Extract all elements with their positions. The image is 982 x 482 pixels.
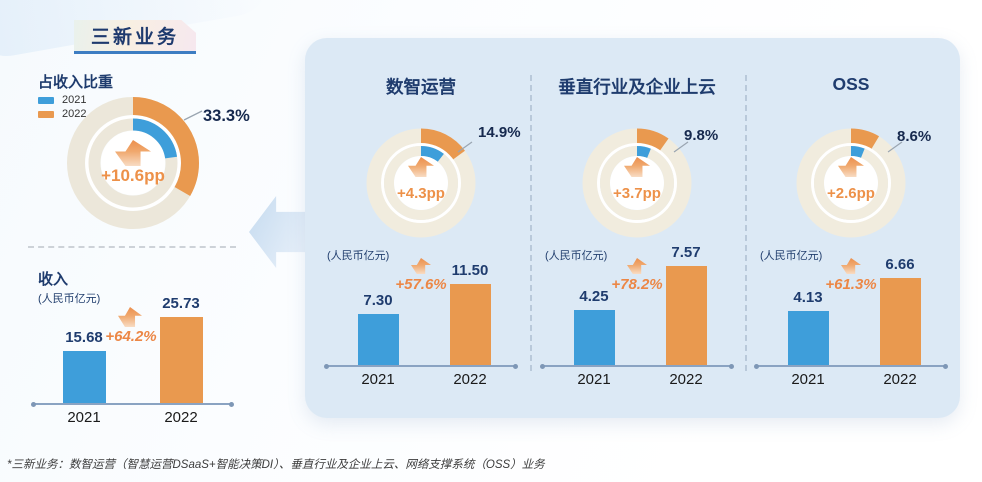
growth-label-1: +78.2% <box>611 276 663 293</box>
bar-2021 <box>62 351 106 404</box>
x-axis <box>754 363 948 369</box>
column-divider <box>745 75 747 371</box>
column-title-2: OSS <box>832 74 870 94</box>
business-panel: 数智运营 +4.3pp 14.9% (人民币亿元) 7.30 11.50 +57… <box>305 38 960 418</box>
bar-2022 <box>665 266 707 366</box>
bar-value-2021: 7.30 <box>363 292 393 309</box>
growth-label-2: +61.3% <box>825 276 877 293</box>
unit-label-2: (人民币亿元) <box>760 250 823 262</box>
share-delta-label: +10.6pp <box>101 166 165 185</box>
bar-value-2021: 15.68 <box>65 329 103 346</box>
x-axis <box>31 401 234 407</box>
bar-group-2021: 15.68 <box>39 329 129 404</box>
bar-2021 <box>573 310 615 366</box>
section-divider <box>28 246 236 248</box>
year-label-2022: 2022 <box>453 371 487 388</box>
year-label-2021: 2021 <box>791 371 825 388</box>
donut-chart-1 <box>582 128 692 238</box>
bar-group-2022: 25.73 <box>136 295 226 404</box>
arc-2022 <box>366 128 476 238</box>
share-donut-chart <box>67 97 203 229</box>
donut-chart-2 <box>796 128 906 238</box>
share-arc-2022 <box>67 97 199 229</box>
arc-2021 <box>814 146 888 220</box>
callout-line <box>887 141 903 153</box>
unit-label-0: (人民币亿元) <box>327 250 390 262</box>
legend: 2021 2022 <box>38 93 86 121</box>
share-heading: 占收入比重 <box>38 74 114 91</box>
share-pct-label: 33.3% <box>203 107 250 125</box>
bar-group-2021: 7.30 <box>333 292 423 366</box>
bar-group-2021: 4.13 <box>763 289 853 366</box>
arc-2022 <box>796 128 906 238</box>
bar-group-2022: 7.57 <box>641 244 731 366</box>
callout-line <box>183 110 203 121</box>
bar-2022 <box>159 317 203 404</box>
bar-value-2022: 6.66 <box>885 256 915 273</box>
bar-2022 <box>879 278 921 366</box>
growth-label-0: +57.6% <box>395 276 447 293</box>
year-label-2021: 2021 <box>577 371 611 388</box>
bar-group-2021: 4.25 <box>549 288 639 366</box>
legend-swatch-2022 <box>38 110 54 118</box>
bar-2022 <box>449 284 491 366</box>
arc-2022 <box>582 128 692 238</box>
bar-value-2022: 25.73 <box>162 295 200 312</box>
page-title: 三新业务 <box>90 27 179 48</box>
year-label-2022: 2022 <box>883 371 917 388</box>
column-divider <box>530 75 532 371</box>
callout-line <box>673 141 689 153</box>
revenue-unit: (人民币亿元) <box>38 293 101 305</box>
bar-2021 <box>357 314 399 366</box>
pct-label-1: 9.8% <box>684 127 719 144</box>
legend-item-2022: 2022 <box>38 107 86 121</box>
bar-value-2022: 7.57 <box>671 244 701 261</box>
delta-label-1: +3.7pp <box>613 185 661 202</box>
bars-2: 4.13 6.66 +61.3% <box>756 236 946 366</box>
bar-value-2022: 11.50 <box>451 262 489 279</box>
share-arc-2021 <box>88 118 178 208</box>
footnote: *三新业务：数智运营（智慧运营DSaaS+智能决策DI）、垂直行业及企业上云、网… <box>7 459 545 471</box>
x-axis <box>540 363 734 369</box>
revenue-heading: 收入 <box>38 271 69 288</box>
pct-label-0: 14.9% <box>478 124 521 141</box>
arc-2021 <box>600 146 674 220</box>
year-label-2021: 2021 <box>67 409 101 426</box>
year-label-2022: 2022 <box>669 371 703 388</box>
legend-item-2021: 2021 <box>38 93 86 107</box>
bar-value-2021: 4.13 <box>793 289 823 306</box>
legend-swatch-2021 <box>38 96 54 104</box>
legend-label-2022: 2022 <box>62 108 87 120</box>
bars-0: 7.30 11.50 +57.6% <box>326 236 516 366</box>
column-title-0: 数智运营 <box>386 77 456 97</box>
year-label-2021: 2021 <box>361 371 395 388</box>
left-arrow-decor-icon <box>249 196 308 268</box>
pct-label-2: 8.6% <box>897 128 932 145</box>
unit-label-1: (人民币亿元) <box>545 250 608 262</box>
legend-label-2021: 2021 <box>62 94 87 106</box>
delta-label-0: +4.3pp <box>397 185 445 202</box>
bar-value-2021: 4.25 <box>579 288 609 305</box>
delta-label-2: +2.6pp <box>827 185 875 202</box>
bar-2021 <box>787 311 829 366</box>
arc-2021 <box>384 146 458 220</box>
column-title-1: 垂直行业及企业上云 <box>558 77 716 97</box>
revenue-growth-label: +64.2% <box>105 328 157 345</box>
bar-group-2022: 6.66 <box>855 256 945 366</box>
callout-line <box>457 141 473 153</box>
bar-group-2022: 11.50 <box>425 262 515 366</box>
donut-chart-0 <box>366 128 476 238</box>
bars-1: 4.25 7.57 +78.2% <box>542 236 732 366</box>
revenue-bars: 15.68 25.73 +64.2% <box>33 274 232 404</box>
x-axis <box>324 363 518 369</box>
title-badge: 三新业务 <box>74 20 196 54</box>
year-label-2022: 2022 <box>164 409 198 426</box>
